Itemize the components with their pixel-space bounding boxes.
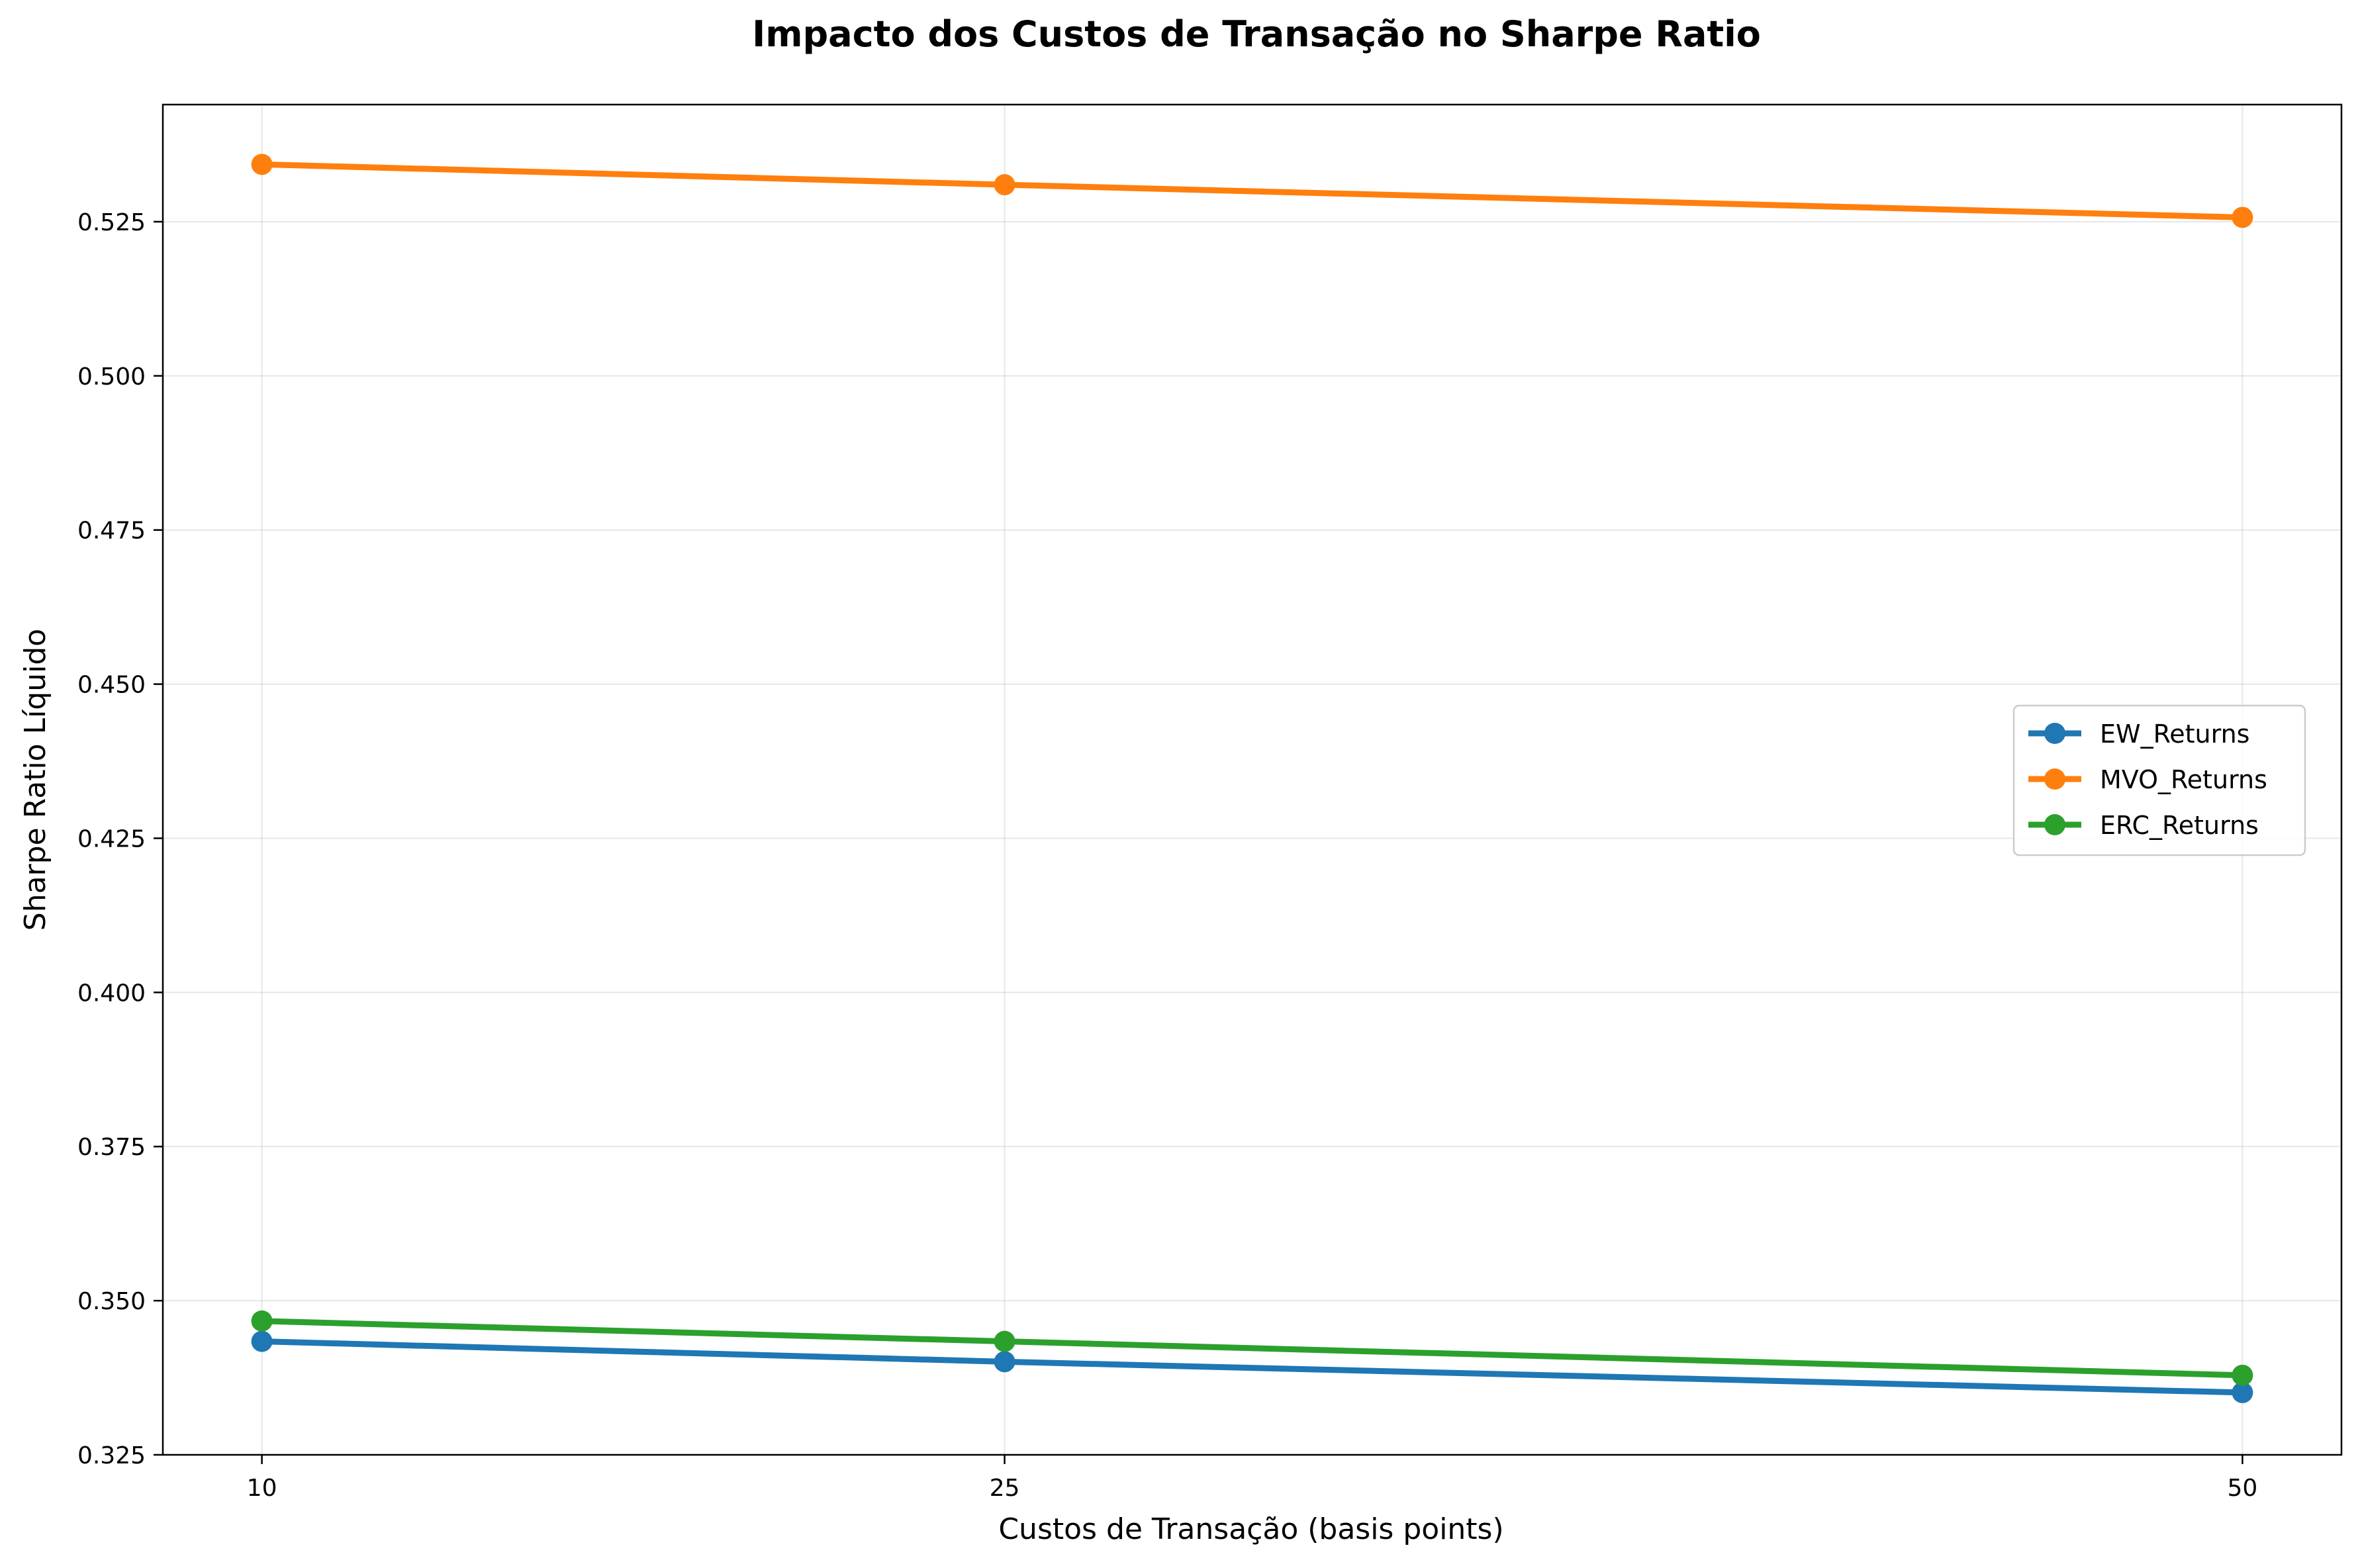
y-tick-label: 0.375 <box>77 1134 146 1161</box>
legend: EW_Returns MVO_Returns ERC_Returns <box>2012 704 2306 856</box>
y-tick-label: 0.325 <box>77 1442 146 1469</box>
y-tick-label: 0.400 <box>77 980 146 1007</box>
data-point-mvo-returns <box>994 174 1015 196</box>
axis-layer: 10 25 50 0.325 0.350 0.375 0.400 0.425 0.450 0.47… <box>77 209 2257 1502</box>
y-tick-label: 0.525 <box>77 209 146 236</box>
grid-layer <box>163 105 2341 1455</box>
legend-box <box>2012 704 2306 856</box>
data-point-erc-returns <box>2232 1364 2253 1386</box>
data-point-mvo-returns <box>251 154 273 175</box>
legend-label-ew-returns: EW_Returns <box>2100 719 2249 749</box>
y-tick-label: 0.450 <box>77 672 146 699</box>
legend-swatch-marker-erc-returns <box>2044 814 2065 835</box>
data-point-erc-returns <box>251 1310 273 1332</box>
data-point-erc-returns <box>994 1330 1015 1352</box>
x-tick-label: 10 <box>247 1475 277 1502</box>
y-tick-label: 0.500 <box>77 363 146 391</box>
data-point-ew-returns <box>2232 1381 2253 1403</box>
legend-label-mvo-returns: MVO_Returns <box>2100 765 2267 794</box>
x-tick-label: 25 <box>990 1475 1020 1502</box>
data-point-ew-returns <box>994 1351 1015 1373</box>
x-axis-label: Custos de Transação (basis points) <box>998 1512 1503 1546</box>
y-tick-label: 0.425 <box>77 825 146 853</box>
y-axis-label: Sharpe Ratio Líquido <box>19 629 52 931</box>
legend-swatch-marker-ew-returns <box>2044 723 2065 744</box>
legend-swatch-marker-mvo-returns <box>2044 768 2065 790</box>
data-point-ew-returns <box>251 1330 273 1352</box>
chart-title: Impacto dos Custos de Transação no Sharp… <box>752 13 1761 55</box>
y-tick-label: 0.475 <box>77 518 146 545</box>
y-tick-label: 0.350 <box>77 1288 146 1315</box>
legend-label-erc-returns: ERC_Returns <box>2100 811 2259 840</box>
series-layer <box>251 154 2253 1403</box>
x-tick-label: 50 <box>2228 1475 2258 1502</box>
data-point-mvo-returns <box>2232 207 2253 228</box>
plot-frame <box>162 103 2343 1456</box>
